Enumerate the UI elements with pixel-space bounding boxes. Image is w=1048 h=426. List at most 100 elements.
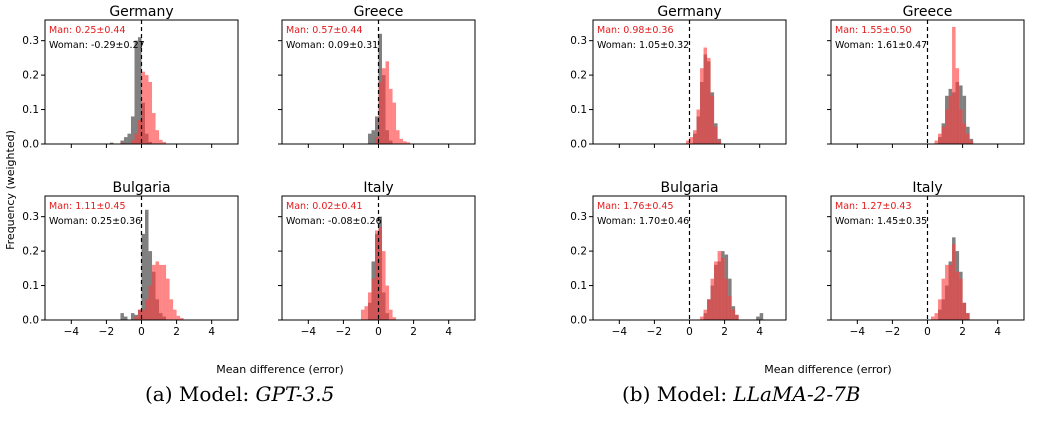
- caption-a-model: GPT-3.5: [255, 382, 335, 406]
- man-bar: [945, 264, 949, 320]
- man-bar: [389, 88, 393, 144]
- man-stat-label: Man: 0.98±0.36: [597, 25, 674, 36]
- woman-bar: [120, 140, 124, 144]
- y-tick-label: 0.3: [570, 35, 587, 47]
- woman-bar: [109, 142, 114, 144]
- x-tick-label: −4: [301, 326, 317, 338]
- y-tick-label: 0.0: [570, 139, 587, 151]
- y-tick-label: 0.3: [22, 211, 39, 223]
- man-bar: [714, 126, 718, 144]
- man-stat-label: Man: 1.27±0.43: [835, 201, 912, 212]
- x-tick-label: 2: [721, 326, 728, 338]
- man-bar: [385, 285, 390, 320]
- man-bar: [724, 278, 729, 320]
- man-bar: [396, 130, 400, 144]
- x-tick-label: 2: [173, 326, 180, 338]
- man-bar: [173, 309, 177, 320]
- man-bar: [728, 295, 732, 320]
- man-bar: [141, 309, 146, 320]
- man-bar: [710, 95, 715, 144]
- man-bar: [360, 309, 365, 320]
- woman-bar: [123, 137, 128, 144]
- y-tick-label: 0.2: [570, 246, 587, 258]
- man-bar: [148, 82, 153, 144]
- x-tick-label: 2: [410, 326, 417, 338]
- panel-title: Italy: [363, 180, 393, 196]
- man-bar: [176, 315, 181, 320]
- y-tick-label: 0.0: [22, 139, 39, 151]
- man-bar: [966, 133, 970, 144]
- man-bar: [180, 317, 184, 320]
- man-bar: [689, 137, 694, 144]
- man-bar: [948, 264, 953, 320]
- y-tick-label: 0.1: [570, 280, 587, 292]
- x-tick-label: −2: [647, 326, 662, 338]
- y-tick-label: 0.0: [570, 315, 587, 327]
- man-bar: [938, 133, 942, 144]
- man-bar: [962, 302, 967, 320]
- man-bar: [969, 140, 974, 144]
- man-bar: [145, 299, 149, 320]
- panel-title: Greece: [354, 4, 404, 20]
- panel-title: Greece: [903, 4, 953, 20]
- man-bar: [717, 251, 722, 320]
- x-tick-label: −2: [99, 326, 114, 338]
- x-tick-label: −2: [885, 326, 900, 338]
- woman-stat-label: Woman: 1.70±0.46: [597, 216, 689, 227]
- man-bar: [703, 309, 708, 320]
- woman-bar: [141, 233, 146, 320]
- woman-stat-label: Woman: -0.08±0.26: [286, 216, 382, 227]
- man-bar: [141, 71, 146, 144]
- chart-0: Germany Man: 0.25±0.44 Woman: -0.29±0.27 0.…: [4, 4, 476, 376]
- man-bar: [714, 261, 718, 320]
- woman-bar: [123, 316, 128, 320]
- y-tick-label: 0.2: [22, 246, 39, 258]
- man-bar: [948, 95, 953, 144]
- man-bar: [707, 299, 711, 320]
- caption-a-prefix: (a) Model:: [145, 382, 256, 406]
- man-bar: [159, 139, 163, 144]
- man-bar: [137, 119, 142, 144]
- chart-1: Germany Man: 0.98±0.36 Woman: 1.05±0.32 0.0…: [570, 4, 1025, 376]
- woman-bar: [134, 40, 138, 144]
- man-bar: [389, 309, 393, 320]
- man-bar: [721, 258, 725, 320]
- x-tick-label: −4: [850, 326, 866, 338]
- man-bar: [941, 126, 946, 144]
- panel-title: Bulgaria: [112, 180, 170, 196]
- panel-title: Germany: [109, 4, 173, 20]
- man-bar: [934, 313, 939, 320]
- x-tick-label: 2: [959, 326, 966, 338]
- man-bar: [693, 130, 697, 144]
- man-stat-label: Man: 0.25±0.44: [49, 25, 126, 36]
- y-axis-label: Frequency (weighted): [4, 130, 17, 250]
- x-tick-label: 4: [994, 326, 1001, 338]
- x-tick-label: 0: [138, 326, 145, 338]
- man-bar: [403, 141, 407, 144]
- y-tick-label: 0.1: [22, 280, 39, 292]
- man-bar: [707, 57, 711, 145]
- woman-bar: [759, 313, 764, 320]
- woman-bar: [145, 209, 149, 320]
- man-bar: [731, 309, 736, 320]
- woman-stat-label: Woman: 1.05±0.32: [597, 40, 689, 51]
- man-bar: [374, 137, 379, 144]
- man-bar: [966, 313, 970, 320]
- y-tick-label: 0.2: [22, 70, 39, 82]
- man-bar: [959, 109, 963, 144]
- man-bar: [382, 251, 386, 320]
- panel-0-0: Germany Man: 0.25±0.44 Woman: -0.29±0.27 0.…: [22, 4, 239, 151]
- panel-1-0: Germany Man: 0.98±0.36 Woman: 1.05±0.32 0.0…: [570, 4, 787, 151]
- woman-bar: [127, 133, 131, 144]
- y-tick-label: 0.3: [570, 211, 587, 223]
- man-bar: [934, 140, 939, 144]
- man-bar: [134, 316, 138, 320]
- panel-0-2: Bulgaria Man: 1.11±0.45 Woman: 0.25±0.36 −4…: [22, 180, 239, 338]
- y-tick-label: 0.1: [22, 104, 39, 116]
- woman-stat-label: Woman: 0.09±0.31: [286, 40, 378, 51]
- caption-a: (a) Model: GPT-3.5: [145, 382, 334, 406]
- man-stat-label: Man: 0.57±0.44: [286, 25, 363, 36]
- woman-stat-label: Woman: 0.25±0.36: [49, 216, 141, 227]
- panel-0-1: Greece Man: 0.57±0.44 Woman: 0.09±0.31: [278, 4, 476, 148]
